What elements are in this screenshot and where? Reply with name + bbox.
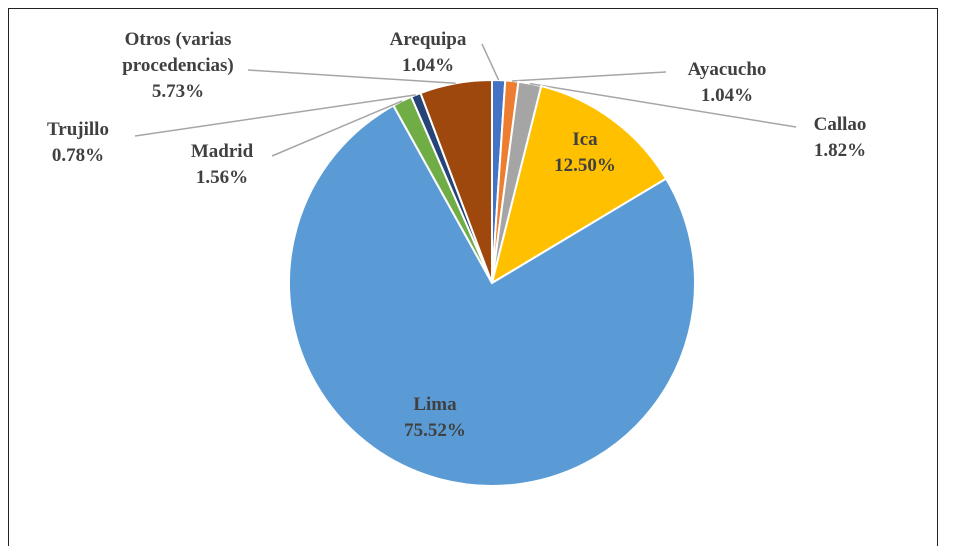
leader-line [511, 71, 667, 82]
slice-value: 1.04% [401, 55, 455, 76]
slice-name: Arequipa [389, 29, 467, 50]
data-label: Madrid 1.56% [162, 139, 282, 191]
slice-value: 1.82% [813, 140, 867, 161]
slice-value: 75.52% [404, 420, 466, 441]
data-label: Callao 1.82% [780, 112, 900, 164]
slice-name: Ica [572, 129, 598, 150]
pie-slice [288, 104, 696, 487]
chart-frame [8, 8, 938, 546]
leader-line [481, 43, 500, 81]
slice-name: Callao [813, 114, 867, 135]
slice-name: Otros (varias procedencias) [122, 29, 234, 76]
slice-name: Lima [413, 394, 457, 415]
leader-line [529, 82, 797, 128]
leader-line [134, 94, 416, 137]
slice-name: Trujillo [47, 119, 109, 140]
data-label: Ayacucho 1.04% [657, 57, 797, 109]
leader-line [247, 69, 456, 85]
data-label: Lima 75.52% [365, 392, 505, 444]
leader-line [271, 100, 403, 157]
pie-slice [419, 78, 493, 284]
slice-name: Madrid [190, 141, 254, 162]
slice-value: 12.50% [554, 155, 616, 176]
pie-slice [490, 84, 668, 286]
slice-value: 1.04% [700, 85, 754, 106]
data-label: Ica 12.50% [525, 127, 645, 179]
slice-value: 0.78% [51, 145, 105, 166]
data-label: Arequipa 1.04% [358, 27, 498, 79]
data-label: Trujillo 0.78% [18, 117, 138, 169]
data-label: Otros (varias procedencias) 5.73% [93, 27, 263, 105]
slice-name: Ayacucho [687, 59, 767, 80]
slice-value: 5.73% [151, 81, 205, 102]
slice-value: 1.56% [195, 167, 249, 188]
